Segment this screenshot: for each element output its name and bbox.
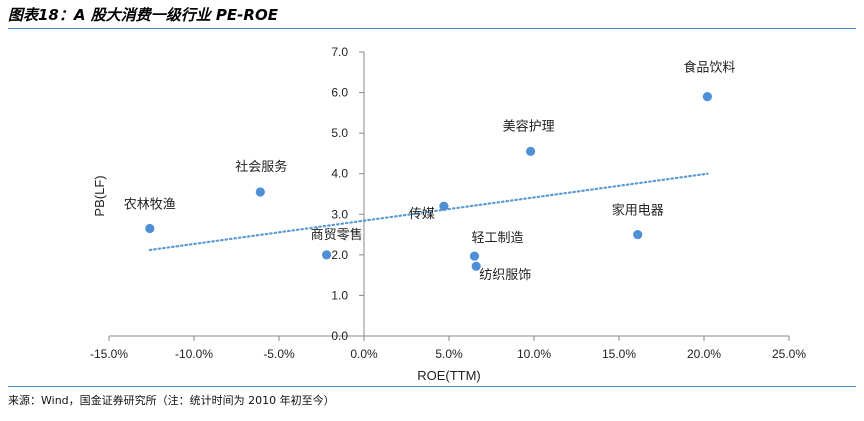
y-tick-label: 1.0 [331,288,348,302]
y-tick-label: 2.0 [331,248,348,262]
y-tick-label: 4.0 [331,167,348,181]
y-tick-label: 3.0 [331,207,348,221]
x-tick-label: -5.0% [263,347,295,361]
data-point [255,187,265,197]
x-tick-label: 25.0% [772,347,806,361]
data-point-label: 商贸零售 [311,227,363,242]
data-point [633,229,643,240]
data-point-label: 美容护理 [503,118,555,133]
figure-title: 图表18：A 股大消费一级行业 PE-ROE [8,6,278,24]
bottom-rule [8,386,856,387]
data-point-label: 农林牧渔 [124,196,176,211]
x-axis-title: ROE(TTM) [417,368,481,383]
y-tick-label: 7.0 [331,45,348,59]
trendline [148,172,709,252]
x-tick-label: 0.0% [350,347,378,361]
y-tick-label: 6.0 [331,86,348,100]
title-rule [8,28,856,29]
data-points [145,92,713,271]
x-tick-label: -15.0% [90,347,128,361]
data-point [322,250,332,260]
x-tick-label: 5.0% [435,347,463,361]
x-tick-label: 20.0% [687,347,721,361]
data-point-label: 社会服务 [235,159,287,174]
trendline-layer [148,172,709,252]
source-note: 来源：Wind，国金证券研究所（注：统计时间为 2010 年初至今） [8,394,335,407]
x-tick-label: 10.0% [517,347,551,361]
y-tick-label: 0.0 [331,329,348,343]
data-point-label: 轻工制造 [471,230,523,245]
data-point [702,92,713,102]
data-point [526,146,536,156]
data-point-label: 传媒 [409,206,435,221]
y-axis-title: PB(LF) [92,175,107,216]
axes: -15.0% -10.0% -5.0% 0.0% 5.0% 10.0% 15.0% 20.0%… [90,45,806,361]
data-point-label: 纺织服饰 [479,267,531,282]
data-point [145,223,155,234]
y-tick-label: 5.0 [331,126,348,140]
data-point [469,251,480,261]
data-point [439,201,449,211]
data-point-label: 食品饮料 [683,60,735,75]
x-tick-label: -10.0% [175,347,213,361]
data-point-label: 家用电器 [612,203,664,218]
x-tick-label: 15.0% [602,347,636,361]
data-point [471,261,481,271]
